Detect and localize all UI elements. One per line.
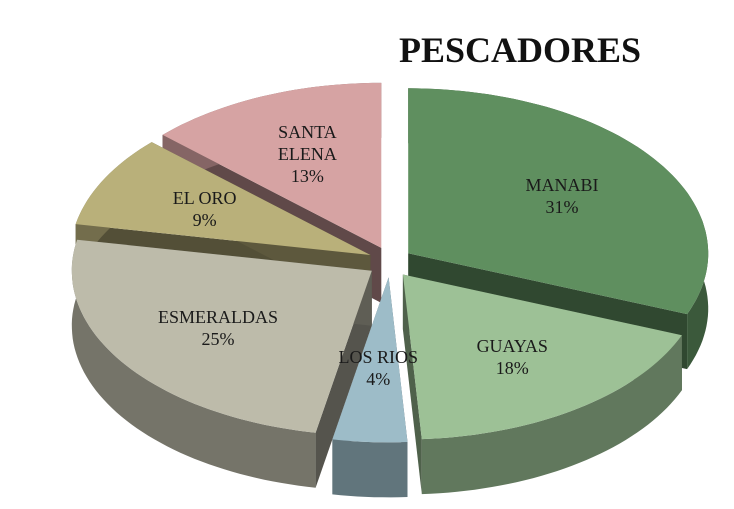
value-label: 31% (545, 196, 579, 217)
slice-top (332, 277, 408, 443)
slice-label: ESMERALDAS 25% (158, 306, 278, 350)
slice-top (402, 274, 682, 440)
category-label: GUAYAS (476, 336, 548, 357)
slice-label: GUAYAS 18% (452, 335, 572, 379)
slice-label: SANTA ELENA 13% (247, 121, 367, 187)
category-label: ESMERALDAS (157, 307, 278, 328)
slice-top (162, 82, 382, 248)
category-label: LOS RIOS (338, 346, 418, 367)
category-label: SANTA ELENA (277, 121, 337, 164)
value-label: 13% (290, 165, 324, 186)
category-label: EL ORO (172, 187, 237, 208)
slice-top (408, 88, 709, 315)
slice-top (75, 142, 371, 255)
slice-side (421, 335, 682, 495)
slice-label: MANABI 31% (502, 174, 622, 218)
slice-side (71, 239, 316, 488)
pie-slice (402, 274, 682, 495)
slice-top (71, 239, 372, 433)
chart-title: PESCADORES (398, 30, 642, 70)
pie-slice (71, 239, 372, 488)
slice-wall (315, 270, 372, 488)
value-label: 25% (201, 329, 235, 350)
slice-wall (402, 274, 422, 495)
slice-label: EL ORO 9% (145, 187, 265, 231)
slice-side (332, 439, 408, 498)
category-label: MANABI (525, 174, 599, 195)
pie-slice (332, 277, 408, 498)
value-label: 9% (192, 209, 217, 230)
value-label: 18% (495, 358, 529, 379)
slice-label: LOS RIOS 4% (318, 346, 438, 390)
value-label: 4% (366, 368, 391, 389)
